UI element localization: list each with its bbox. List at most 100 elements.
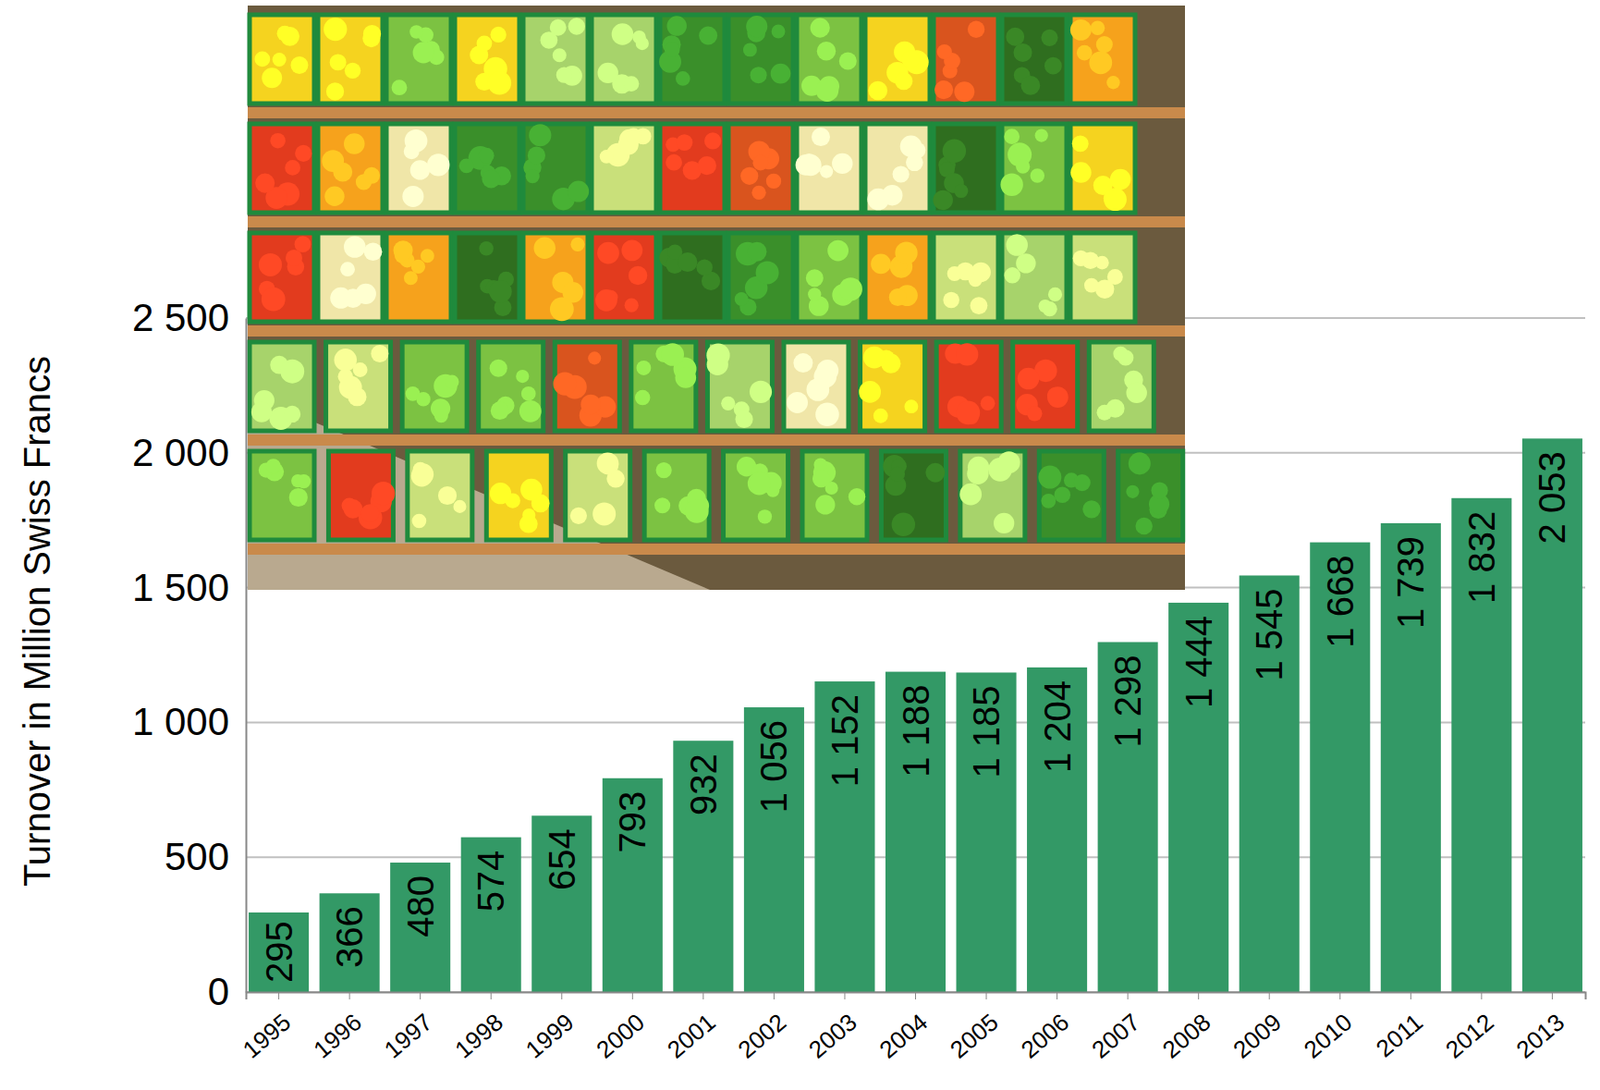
photo-fruit [1005,233,1027,256]
photo-fruit [1005,27,1025,47]
photo-fruit [403,270,418,285]
x-tick-label: 2001 [661,1007,721,1063]
photo-fruit [272,52,287,67]
photo-crate [249,123,315,213]
photo-fruit [371,481,395,505]
photo-fruit [430,398,451,418]
data-label: 1 545 [1248,587,1290,681]
photo-crate [728,123,794,213]
photo-fruit [635,360,651,376]
photo-fruit [839,277,863,301]
photo-fruit [283,405,301,423]
x-tick-mark [490,991,492,1000]
x-tick-mark [1551,991,1553,1000]
photo-fruit [817,41,836,61]
x-tick-mark [1410,991,1412,1000]
photo-crate [249,232,315,322]
x-tick: 2005 [944,991,1004,1063]
photo-fruit [520,478,543,501]
y-tick: 500 [164,834,246,879]
photo-fruit [956,262,976,281]
photo-fruit [925,463,945,483]
photo-fruit [698,26,718,46]
data-labels: 2953664805746547939321 0561 1521 1881 18… [258,451,1574,983]
photo-crate [386,123,452,213]
y-axis-line [245,318,248,993]
photo-fruit [1020,75,1040,96]
photo-fruit [420,248,435,263]
photo-background [247,5,1185,590]
y-tick-label: 0 [207,969,230,1014]
photo-fruit [489,359,508,378]
photo-fruit [481,170,501,189]
photo-fruit [391,79,408,96]
photo-crate [659,14,725,104]
y-tick-label: 2 500 [132,295,230,340]
photo-fruit [409,24,424,39]
photo-fruit [720,396,735,411]
photo-fruit [1054,486,1072,503]
photo-fruit [819,164,833,178]
x-tick-label: 2013 [1511,1007,1571,1063]
photo-fruit [807,287,821,301]
photo-shelf [247,107,1185,119]
data-label: 1 298 [1107,655,1149,748]
photo-crate [1001,123,1067,213]
photo-fruit [863,346,886,369]
photo-fruit [598,454,620,476]
y-axis-title: Turnover in Million Swiss Francs [16,355,58,887]
photo-crate [880,451,946,540]
photo-fruit [1103,187,1127,211]
photo-fruit [894,72,913,90]
photo-fruit [746,242,767,262]
photo-fruit [343,133,366,155]
photo-fruit [675,71,691,86]
photo-crate [317,123,383,213]
x-tick-label: 2007 [1086,1007,1146,1063]
bar [1239,574,1300,992]
photo-fruit [967,21,985,38]
x-tick-mark [1269,991,1271,1000]
photo-fruit [770,63,792,85]
photo-fruit [1015,253,1036,273]
data-label: 1 832 [1461,511,1503,604]
photo-crate [591,14,657,104]
photo-fruit [595,289,618,312]
photo-fruit [412,513,428,529]
bar [814,681,875,992]
photo-fruit [953,81,975,102]
photo-crate [796,232,862,322]
photo-fruit [1003,267,1021,284]
photo-crate [249,451,315,540]
photo-fruit [635,390,650,405]
photo-fruit [552,372,576,396]
photo-fruit [1040,29,1058,47]
photo-fruit [290,56,308,74]
x-tick-mark [773,991,775,1000]
photo-crate [1070,232,1136,322]
photo-crate [317,14,383,104]
x-tick-mark [1480,991,1482,1000]
bar [1098,642,1159,992]
photo-crate [565,451,631,540]
data-label: 1 204 [1037,680,1078,773]
photo-fruit [1044,57,1063,75]
photo-fruit [1072,134,1089,152]
photo-fruit [1117,349,1134,366]
photo-fruit [816,359,839,382]
bar [461,837,522,992]
photo-fruit [570,507,587,525]
photo-fruit [329,287,352,309]
photo-fruit [810,18,831,38]
photo-fruit [654,497,671,513]
x-tick-label: 1995 [237,1007,297,1063]
photo-fruit [403,143,420,159]
photo-fruit [280,359,305,384]
data-label: 1 056 [753,720,794,813]
photo-fruit [490,26,507,43]
photo-fruit [674,366,697,389]
photo-fruit [344,62,361,79]
x-tick: 2013 [1511,991,1571,1063]
photo-crate [1070,14,1136,104]
photo-crate [933,123,999,213]
